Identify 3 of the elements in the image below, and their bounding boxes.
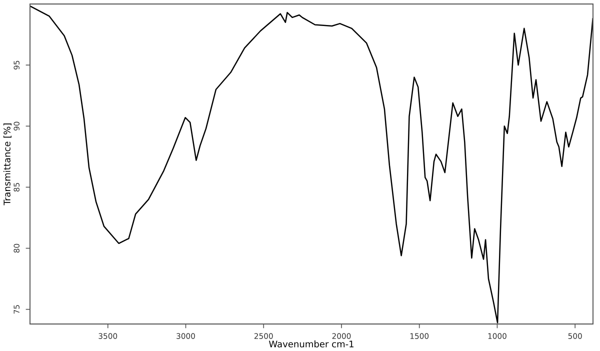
x-axis-title: Wavenumber cm-1 — [268, 340, 354, 348]
y-axis-title: Transmittance [%] — [3, 124, 12, 206]
line-series — [30, 6, 593, 324]
